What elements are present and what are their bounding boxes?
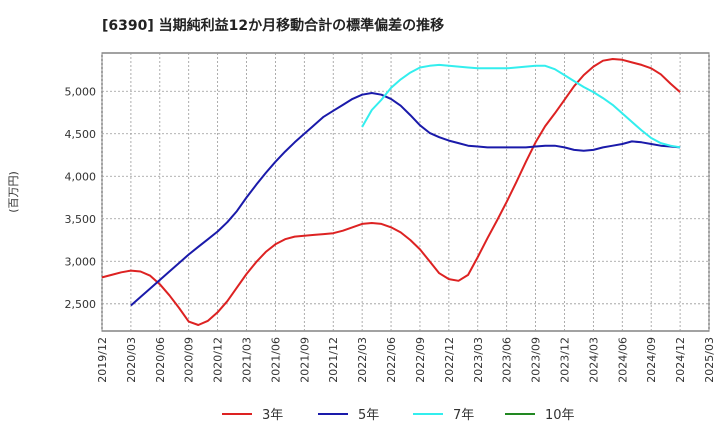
series-lines xyxy=(101,58,681,326)
x-tick-label: 2024/03 xyxy=(587,337,600,383)
series-line-0 xyxy=(101,58,681,326)
y-tick-label: 4,500 xyxy=(65,128,97,141)
y-tick-label: 4,000 xyxy=(65,170,97,183)
x-tick-label: 2023/09 xyxy=(530,337,543,383)
x-tick-label: 2024/06 xyxy=(616,337,629,383)
legend-label-3: 10年 xyxy=(545,408,575,423)
x-tick-label: 2019/12 xyxy=(96,337,109,383)
x-tick-label: 2024/09 xyxy=(645,337,658,383)
y-axis-label: (百万円) xyxy=(7,171,20,213)
legend-label-0: 3年 xyxy=(262,408,283,423)
x-tick-label: 2021/03 xyxy=(241,337,254,383)
y-tick-label: 3,000 xyxy=(65,255,97,268)
series-line-2 xyxy=(361,63,681,149)
x-tick-label: 2020/06 xyxy=(154,337,167,383)
y-tick-label: 2,500 xyxy=(65,298,97,311)
x-tick-label: 2021/06 xyxy=(269,337,282,383)
x-tick-label: 2020/09 xyxy=(183,337,196,383)
x-tick-label: 2025/03 xyxy=(703,337,716,383)
x-tick-label: 2020/12 xyxy=(212,337,225,383)
x-axis-ticks: 2019/12 2020/03 2020/06 2020/09 2020/12 2021/… xyxy=(96,337,716,383)
x-tick-label: 2022/12 xyxy=(443,337,456,383)
x-tick-label: 2020/03 xyxy=(125,337,138,383)
x-tick-label: 2024/12 xyxy=(674,337,687,383)
series-line-1 xyxy=(130,92,681,307)
x-tick-label: 2021/12 xyxy=(327,337,340,383)
y-tick-label: 3,500 xyxy=(65,213,97,226)
chart-title: [6390] 当期純利益12か月移動合計の標準偏差の推移 xyxy=(102,17,444,34)
x-tick-label: 2023/03 xyxy=(472,337,485,383)
x-tick-label: 2022/06 xyxy=(385,337,398,383)
x-tick-label: 2022/03 xyxy=(356,337,369,383)
plot-area xyxy=(101,52,710,332)
x-tick-label: 2023/06 xyxy=(501,337,514,383)
y-axis-ticks: 2,500 3,000 3,500 4,000 4,500 5,000 xyxy=(65,85,97,311)
grid xyxy=(101,53,710,331)
legend-label-1: 5年 xyxy=(358,408,379,423)
x-tick-label: 2023/12 xyxy=(558,337,571,383)
y-tick-label: 5,000 xyxy=(65,85,97,98)
legend-label-2: 7年 xyxy=(453,408,474,423)
x-tick-label: 2022/09 xyxy=(414,337,427,383)
x-tick-label: 2021/09 xyxy=(298,337,311,383)
legend: 3年 5年 7年 10年 xyxy=(222,408,575,423)
